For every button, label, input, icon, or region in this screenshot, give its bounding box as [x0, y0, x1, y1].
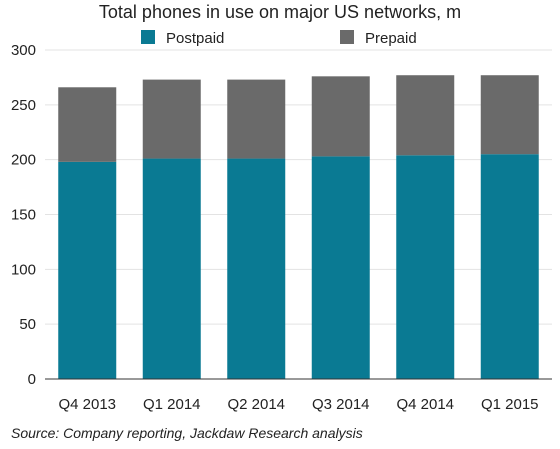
y-tick-label-100: 100: [11, 261, 36, 278]
y-tick-label-200: 200: [11, 152, 36, 169]
bar-postpaid-q1-2015: [480, 154, 539, 379]
bar-postpaid-q3-2014: [311, 156, 370, 379]
legend-swatch-prepaid: [340, 30, 354, 44]
bar-postpaid-q4-2013: [58, 161, 117, 379]
legend-swatch-postpaid: [141, 30, 155, 44]
gridlines: [45, 49, 552, 325]
x-tick-label-q1-2014: Q1 2014: [143, 396, 201, 413]
bar-prepaid-q1-2014: [142, 79, 201, 159]
chart-title: Total phones in use on major US networks…: [99, 2, 461, 22]
bar-prepaid-q1-2015: [480, 75, 539, 155]
bar-prepaid-q3-2014: [311, 76, 370, 157]
source-note: Source: Company reporting, Jackdaw Resea…: [11, 425, 363, 441]
x-tick-label-q3-2014: Q3 2014: [312, 396, 370, 413]
bar-prepaid-q2-2014: [227, 79, 286, 159]
x-tick-label-q2-2014: Q2 2014: [227, 396, 285, 413]
bar-postpaid-q2-2014: [227, 158, 286, 379]
legend: Postpaid Prepaid: [141, 30, 417, 47]
y-tick-label-300: 300: [11, 42, 36, 59]
x-tick-label-q1-2015: Q1 2015: [481, 396, 539, 413]
bars: [58, 75, 539, 379]
legend-label-postpaid: Postpaid: [166, 30, 224, 47]
y-axis: 0 50 100 150 200 250 300: [11, 42, 36, 388]
x-axis: Q4 2013 Q1 2014 Q2 2014 Q3 2014 Q4 2014 Q1 20…: [45, 378, 552, 413]
bar-prepaid-q4-2014: [396, 75, 455, 156]
y-tick-label-50: 50: [19, 316, 36, 333]
bar-postpaid-q4-2014: [396, 155, 455, 379]
y-tick-label-250: 250: [11, 97, 36, 114]
x-tick-label-q4-2013: Q4 2013: [58, 396, 116, 413]
y-tick-label-0: 0: [28, 371, 36, 388]
bar-postpaid-q1-2014: [142, 158, 201, 379]
legend-label-prepaid: Prepaid: [365, 30, 417, 47]
bar-prepaid-q4-2013: [58, 87, 117, 162]
x-tick-label-q4-2014: Q4 2014: [396, 396, 454, 413]
y-tick-label-150: 150: [11, 207, 36, 224]
